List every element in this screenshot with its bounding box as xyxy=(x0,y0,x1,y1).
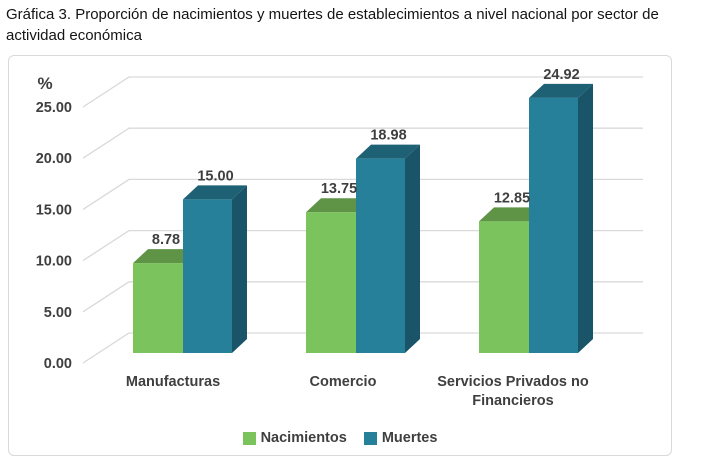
gridline-15.00 xyxy=(82,178,643,210)
legend-label: Muertes xyxy=(381,430,438,446)
bar-series-group xyxy=(133,83,593,353)
gridline-25.00 xyxy=(82,76,643,108)
y-tick-0.00: 0.00 xyxy=(44,356,72,372)
category-label-2: Comercio xyxy=(309,374,377,390)
legend-swatch-icon xyxy=(242,431,256,445)
y-tick-25.00: 25.00 xyxy=(36,100,72,116)
y-tick-15.00: 15.00 xyxy=(36,202,72,218)
bar-nacimientos-2 xyxy=(306,212,356,353)
bar-muertes-1 xyxy=(183,199,232,353)
value-label-muertes-3: 24.92 xyxy=(543,67,579,83)
value-label-muertes-2: 18.98 xyxy=(370,128,406,144)
bar-top-nacimientos-2 xyxy=(306,198,371,213)
value-labels: 8.78 15.00 13.75 18.98 12.85 24.92 xyxy=(152,67,580,248)
bar-muertes-2 xyxy=(356,158,405,353)
value-label-muertes-1: 15.00 xyxy=(197,168,233,184)
bar-top-muertes-2 xyxy=(356,144,420,159)
gridline-20.00 xyxy=(82,127,643,159)
y-tick-5.00: 5.00 xyxy=(44,305,72,321)
legend-item-muertes: Muertes xyxy=(363,430,438,446)
y-tick-20.00: 20.00 xyxy=(36,151,72,167)
bar-muertes-3 xyxy=(529,97,578,353)
bar-top-muertes-3 xyxy=(529,83,593,98)
legend-label: Nacimientos xyxy=(260,430,347,446)
y-axis-tick-labels: 25.00 20.00 15.00 10.00 5.00 0.00 xyxy=(36,100,72,372)
category-label-3: Servicios Privados no Financieros xyxy=(437,374,589,409)
bar-side-muertes-3 xyxy=(578,83,593,353)
bar-nacimientos-1 xyxy=(133,263,183,353)
gridline-0.00 xyxy=(82,332,643,364)
chart-container: 25.00 20.00 15.00 10.00 5.00 0.00 % 8.78 15.00… xyxy=(8,55,672,456)
y-tick-10.00: 10.00 xyxy=(36,254,72,270)
gridline-10.00 xyxy=(82,229,643,262)
legend: Nacimientos Muertes xyxy=(9,430,671,446)
figure-caption: Gráfica 3. Proporción de nacimientos y m… xyxy=(6,6,659,44)
y-axis-unit-label: % xyxy=(37,74,52,93)
bar-top-muertes-1 xyxy=(183,185,247,200)
value-label-nacimientos-2: 13.75 xyxy=(321,181,357,197)
gridlines xyxy=(82,76,643,364)
category-label-1: Manufacturas xyxy=(125,374,221,390)
plot-area: 25.00 20.00 15.00 10.00 5.00 0.00 % 8.78 15.00… xyxy=(36,67,643,372)
bar-side-muertes-1 xyxy=(232,185,247,353)
legend-swatch-icon xyxy=(363,431,377,445)
value-label-nacimientos-3: 12.85 xyxy=(494,190,530,206)
bar-nacimientos-3 xyxy=(479,221,529,353)
bar-top-nacimientos-1 xyxy=(133,249,198,264)
bar-side-muertes-2 xyxy=(405,144,420,353)
bar-top-nacimientos-3 xyxy=(479,207,544,222)
gridline-5.00 xyxy=(82,281,643,313)
value-label-nacimientos-1: 8.78 xyxy=(152,232,180,248)
legend-item-nacimientos: Nacimientos xyxy=(242,430,347,446)
